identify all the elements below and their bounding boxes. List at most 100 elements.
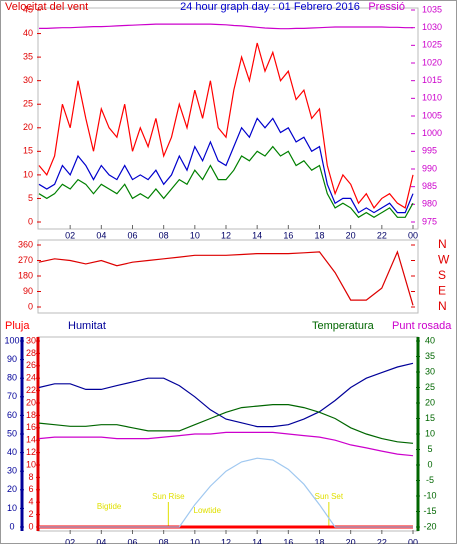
x-tick-label: 20 [346,537,356,544]
series-line [38,117,414,214]
y-tick-label: 5 [28,193,33,203]
y3-tick-label: 28 [26,348,36,358]
y-label: Velocitat del vent [5,1,88,13]
x-tick-label: 08 [159,537,169,544]
y-tick-label: 90 [23,286,33,296]
x-tick-label: 10 [190,537,200,544]
x-tick-label: 20 [346,230,356,240]
y2-tick-label: 1010 [422,93,442,103]
x-tick-label: 12 [221,537,231,544]
y2-tick-label: E [438,284,446,298]
y-tick-label: 20 [23,122,33,132]
y2-tick-label: 30 [425,366,435,376]
y3-tick-label: 22 [26,385,36,395]
y-tick-label: 180 [18,270,33,280]
x-tick-label: 14 [252,537,262,544]
y2-tick-label: 1005 [422,110,442,120]
y2-tick-label: 25 [425,382,435,392]
y2-tick-label: 1030 [422,22,442,32]
annotation: Sun Rise [152,492,185,501]
y2-tick-label: 985 [422,181,437,191]
x-tick-label: 02 [65,537,75,544]
y2-tick-label: 995 [422,146,437,156]
y-tick-label: 10 [7,503,17,513]
x-tick-label: 18 [314,230,324,240]
x-tick-label: 14 [252,230,262,240]
x-tick-label: 16 [283,537,293,544]
y2-tick-label: 35 [425,351,435,361]
y-tick-label: 35 [23,51,33,61]
y3-tick-label: 18 [26,410,36,420]
y2-tick-label: 1025 [422,40,442,50]
y2-tick-label: -5 [426,475,434,485]
series-line [38,431,414,457]
y2-tick-label: -15 [423,506,436,516]
title: 24 hour graph day : 01 Febrero 2016 [180,1,360,13]
y-tick-label: 0 [9,521,14,531]
y2-tick-label: -20 [423,521,436,531]
y-tick-label: 80 [7,373,17,383]
y2-tick-label: -10 [423,490,436,500]
series-line [38,250,414,306]
y-tick-label: 30 [23,75,33,85]
series-line [38,42,414,209]
y2-tick-label: 0 [427,459,432,469]
y-tick-label: 100 [4,335,19,345]
y2-tick-label: 1020 [422,57,442,67]
y2-tick-label: 975 [422,216,437,226]
series-line [38,145,414,219]
series-line [39,23,413,30]
legend-entry: Humitat [68,320,106,332]
y2-tick-label: 1035 [422,4,442,14]
y-tick-label: 40 [7,447,17,457]
x-tick-label: 00 [408,537,418,544]
y2-tick-label: 1000 [422,128,442,138]
y3-tick-label: 6 [28,484,33,494]
y-tick-label: 360 [18,239,33,249]
y2-tick-label: 990 [422,163,437,173]
y2-tick-label: 1015 [422,75,442,85]
series-line [39,457,413,528]
annotation: Lowtide [194,506,222,515]
y2-tick-label: 980 [422,199,437,209]
y2-tick-label: 10 [425,428,435,438]
x-tick-label: 12 [221,230,231,240]
annotation: Sun Set [315,492,344,501]
y3-tick-label: 0 [28,521,33,531]
series-line [38,404,414,444]
x-tick-label: 04 [96,230,106,240]
frame [37,7,419,230]
y-tick-label: 70 [7,391,17,401]
y-tick-label: 20 [7,484,17,494]
y-tick-label: 15 [23,146,33,156]
y2-tick-label: 40 [425,335,435,345]
x-tick-label: 00 [408,230,418,240]
legend-entry: Pluja [5,320,30,332]
y-tick-label: 50 [7,428,17,438]
y2-tick-label: N [438,299,447,313]
y-tick-label: 0 [28,301,33,311]
y-tick-label: 90 [7,354,17,364]
y2-label: Pressió [368,1,405,13]
y3-tick-label: 14 [26,435,36,445]
y3-tick-label: 30 [26,335,36,345]
y2-tick-label: 5 [427,444,432,454]
y-tick-label: 25 [23,99,33,109]
y2-tick-label: N [438,237,447,251]
y3-tick-label: 26 [26,360,36,370]
y-tick-label: 10 [23,169,33,179]
x-tick-label: 04 [96,537,106,544]
y3-tick-label: 10 [26,459,36,469]
y-tick-label: 0 [28,216,33,226]
y3-tick-label: 24 [26,373,36,383]
y3-tick-label: 16 [26,422,36,432]
y-tick-label: 45 [23,4,33,14]
y2-tick-label: W [438,253,450,267]
x-tick-label: 08 [159,230,169,240]
x-tick-label: 02 [65,230,75,240]
annotation: Bigtide [97,502,122,511]
x-tick-label: 22 [377,230,387,240]
y-tick-label: 60 [7,410,17,420]
y3-tick-label: 8 [28,472,33,482]
